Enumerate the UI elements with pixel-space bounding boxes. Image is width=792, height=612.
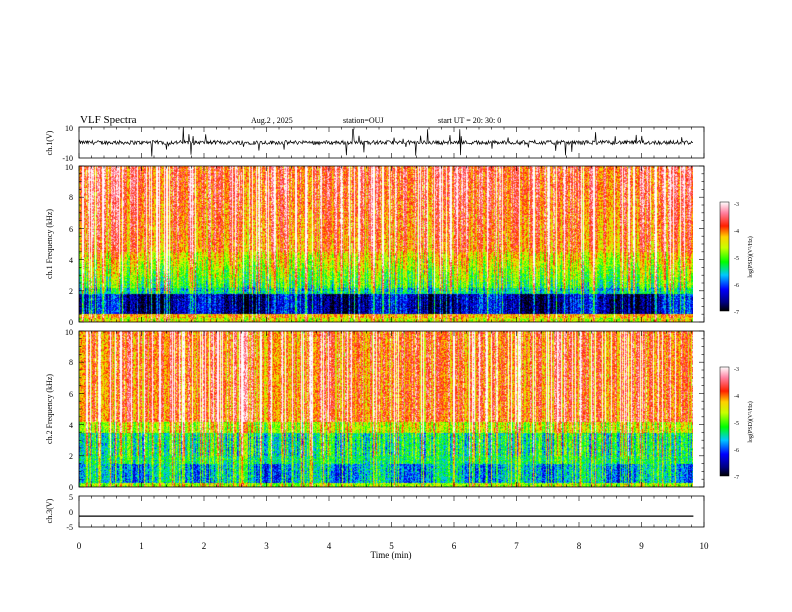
ch2-colorbar: [719, 366, 730, 477]
xtick-6: 6: [452, 541, 457, 551]
ch2-ytick-10: 10: [65, 328, 73, 337]
ch1-ytick-4: 4: [69, 256, 73, 265]
ch1-ytick-8: 8: [69, 193, 73, 202]
xtick-2: 2: [202, 541, 207, 551]
ch1-ytick-bottom: -10: [62, 154, 73, 163]
ch3-ylabel: ch.3(V): [45, 498, 54, 523]
xtick-4: 4: [327, 541, 332, 551]
station-label: station=OUJ: [343, 116, 384, 125]
start-time-label: start UT = 20: 30: 0: [438, 116, 501, 125]
xtick-3: 3: [264, 541, 269, 551]
xtick-8: 8: [577, 541, 582, 551]
ch1-waveform-line: [78, 127, 693, 157]
ch1-ylabel: ch.1(V): [45, 130, 54, 155]
ch1-ytick-6: 6: [69, 225, 73, 234]
x-axis-label: Time (min): [371, 550, 412, 560]
xtick-5: 5: [389, 541, 394, 551]
xtick-9: 9: [639, 541, 644, 551]
ch3-ytick-5: 5: [69, 493, 73, 502]
ch1-ytick-top: 10: [65, 124, 73, 133]
ch2-cb-tick-m3: -3: [734, 367, 739, 373]
xtick-0: 0: [77, 541, 82, 551]
ch3-ytick-m5: -5: [66, 523, 73, 532]
xtick-10: 10: [700, 541, 710, 551]
ch1-spectrogram-image: [79, 166, 693, 322]
figure-title: VLF Spectra: [80, 114, 137, 126]
ch2-cb-tick-m4: -4: [734, 394, 739, 400]
ch1-spec-ylabel: ch.1 Frequency (kHz): [45, 209, 54, 279]
x-axis: 0 1 2 3 4 5 6 7 8 9 10 Time (min): [77, 541, 709, 560]
ch1-colorbar-label: log(PSD)(V²/Hz): [747, 236, 754, 277]
ch1-cb-tick-m3: -3: [734, 202, 739, 208]
ch2-spectrogram-image-holder: [79, 331, 693, 487]
ch3-panel-frame: [78, 495, 705, 528]
ch1-ytick-0: 0: [69, 318, 73, 327]
xtick-1: 1: [139, 541, 144, 551]
ch2-cb-tick-m7: -7: [734, 475, 739, 481]
ch1-spectrogram-image-holder: [79, 166, 693, 322]
ch2-ytick-4: 4: [69, 421, 73, 430]
ch2-ytick-0: 0: [69, 483, 73, 492]
ch1-spectrogram-panel: 0 2 4 6 8 10 ch.1 Frequency (kHz) -3 -4 …: [45, 163, 754, 327]
ch1-cb-tick-m4: -4: [734, 229, 739, 235]
ch2-ytick-8: 8: [69, 358, 73, 367]
ch1-cb-tick-m5: -5: [734, 256, 739, 262]
ch2-cb-tick-m5: -5: [734, 421, 739, 427]
ch2-cb-tick-m6: -6: [734, 448, 739, 454]
ch1-ytick-2: 2: [69, 287, 73, 296]
axis-ticks: [78, 127, 705, 527]
ch2-ytick-2: 2: [69, 452, 73, 461]
ch2-spectrogram-panel: 0 2 4 6 8 10 ch.2 Frequency (kHz) -3 -4 …: [45, 328, 754, 492]
ch2-ytick-6: 6: [69, 390, 73, 399]
ch1-waveform-panel: 10 -10 ch.1(V): [45, 124, 705, 163]
date-label: Aug.2 , 2025: [251, 116, 293, 125]
ch1-spec-yticks: 0 2 4 6 8 10: [65, 163, 73, 327]
xtick-7: 7: [514, 541, 519, 551]
ch1-cb-tick-m7: -7: [734, 310, 739, 316]
ch2-spectrogram-image: [79, 331, 693, 487]
ch1-colorbar: [719, 201, 730, 312]
ch2-colorbar-label: log(PSD)(V²/Hz): [747, 401, 754, 442]
ch2-spec-ylabel: ch.2 Frequency (kHz): [45, 374, 54, 444]
ch1-ytick-10: 10: [65, 163, 73, 172]
ch3-ytick-0: 0: [69, 508, 73, 517]
ch3-waveform-panel: 5 0 -5 ch.3(V): [45, 493, 705, 532]
ch1-cb-tick-m6: -6: [734, 283, 739, 289]
